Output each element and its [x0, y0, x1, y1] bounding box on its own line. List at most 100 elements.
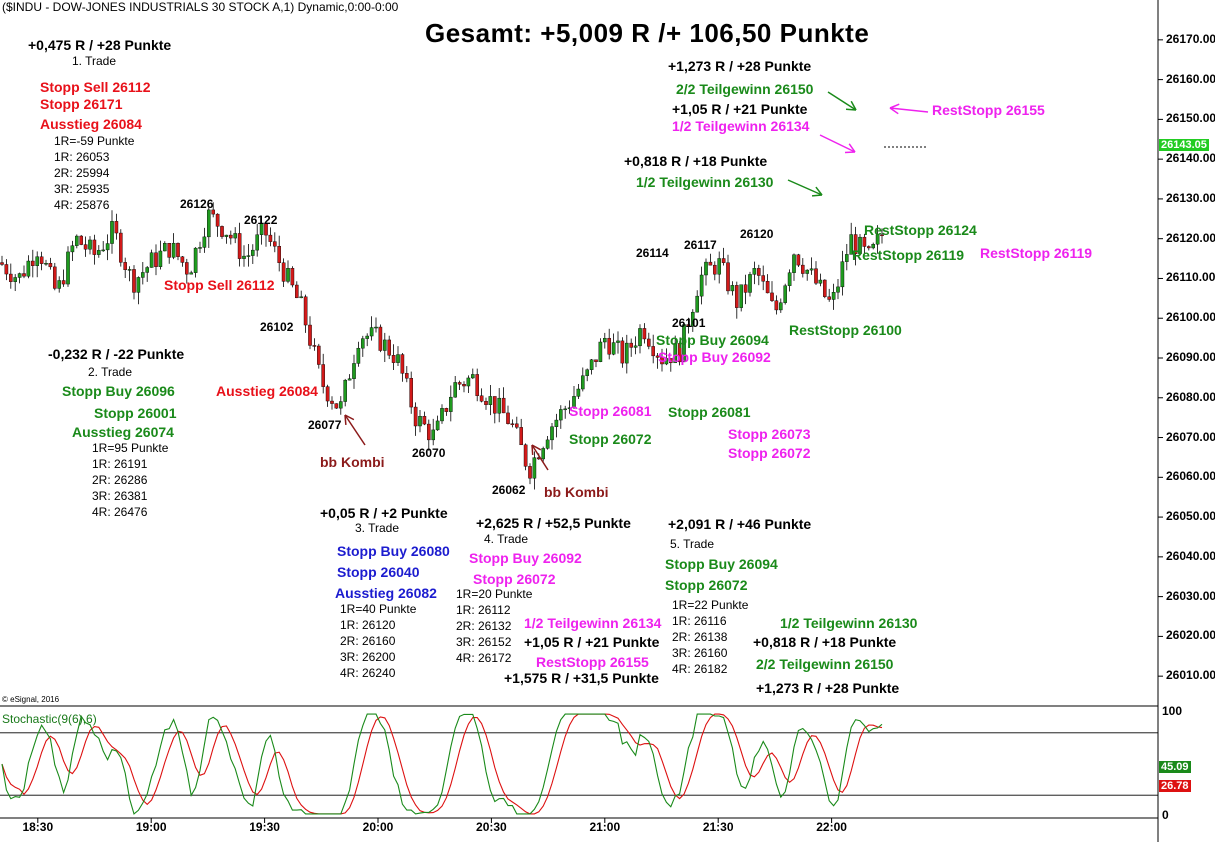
annotation-arrow: [344, 414, 366, 446]
trade-annotation: +0,818 R / +18 Punkte: [753, 634, 897, 650]
candle-body: [167, 243, 172, 258]
trade-annotation: Stopp 26081: [569, 403, 652, 419]
candle-body: [576, 388, 581, 397]
trade-annotation: Stopp 26072: [728, 445, 811, 461]
price-tick-label: 26030.00: [1166, 588, 1215, 603]
price-point-label: 26122: [244, 213, 278, 227]
stoch-d-badge: 26.78: [1159, 780, 1191, 793]
trade-annotation: RestStopp 26155: [536, 654, 649, 670]
candle-body: [70, 245, 75, 253]
trade-annotation: +1,05 R / +21 Punkte: [524, 634, 660, 650]
candle-body: [352, 363, 356, 379]
trade-annotation: RestStopp 26119: [980, 245, 1093, 261]
candle-body: [422, 416, 427, 425]
annotation-arrow: [827, 91, 857, 111]
trade-annotation: 3R: 26160: [672, 646, 728, 660]
trade-annotation: 4R: 26182: [672, 662, 728, 676]
candle-body: [774, 300, 779, 311]
candle-body: [162, 243, 167, 252]
price-tick-label: 26090.00: [1166, 350, 1215, 364]
trade-annotation: 5. Trade: [670, 537, 715, 551]
price-tick-label: 26010.00: [1166, 668, 1215, 683]
candle-body: [488, 396, 493, 405]
candle-body: [559, 409, 563, 421]
candle-body: [625, 342, 629, 364]
trade-annotation: RestStopp 26119: [852, 247, 965, 263]
trade-annotation: +0,475 R / +28 Punkte: [28, 37, 172, 53]
candle-body: [831, 292, 836, 300]
candle-body: [748, 274, 752, 293]
candle-body: [655, 355, 660, 358]
candle-body: [26, 260, 31, 277]
candle-body: [114, 221, 119, 234]
annotation-arrow: [787, 179, 823, 197]
candle-body: [96, 250, 101, 255]
price-point-label: 26070: [412, 446, 446, 460]
trade-annotation: 1R=-59 Punkte: [54, 134, 135, 148]
trade-annotation: 1R=22 Punkte: [672, 598, 749, 612]
candle-body: [312, 345, 317, 347]
trade-annotation: Stopp Buy 26092: [658, 349, 771, 365]
candle-body: [611, 342, 616, 355]
candle-body: [8, 273, 13, 282]
candle-body: [581, 375, 585, 390]
candle-body: [875, 234, 880, 245]
time-tick-label: 20:00: [362, 820, 394, 834]
candle-body: [193, 247, 198, 273]
trade-annotation: 2/2 Teilgewinn 26150: [756, 656, 894, 672]
candle-body: [123, 262, 127, 271]
candle-body: [752, 268, 757, 275]
candle-body: [440, 408, 444, 422]
trade-annotation: +1,273 R / +28 Punkte: [668, 58, 812, 74]
candle-body: [35, 256, 39, 266]
candle-body: [303, 296, 308, 326]
price-tick-label: 26110.00: [1166, 270, 1215, 285]
symbol-header: ($INDU - DOW-JONES INDUSTRIALS 30 STOCK …: [2, 0, 399, 14]
candle-body: [594, 359, 598, 362]
trade-annotation: +2,625 R / +52,5 Punkte: [476, 515, 631, 531]
candle-body: [673, 343, 677, 364]
stoch-tick-label: 0: [1162, 808, 1169, 822]
candle-body: [849, 234, 853, 255]
price-tick-label: 26100.00: [1166, 310, 1215, 325]
trade-annotation: Stopp Buy 26096: [62, 383, 175, 399]
candle-body: [127, 269, 132, 271]
trade-annotation: 3R: 26200: [340, 650, 396, 664]
candle-body: [493, 396, 497, 414]
candle-body: [818, 279, 823, 284]
annotation-arrow: [531, 444, 549, 471]
candle-body: [325, 386, 330, 402]
candle-body: [660, 357, 664, 365]
candle-body: [48, 263, 53, 268]
candle-body: [880, 234, 884, 237]
candle-body: [101, 249, 105, 252]
candle-body: [545, 439, 550, 449]
candle-body: [88, 239, 92, 250]
candle-body: [339, 401, 343, 409]
candle-body: [184, 262, 189, 275]
candle-body: [383, 339, 387, 351]
candle-body: [651, 346, 655, 357]
price-tick-label: 26070.00: [1166, 429, 1215, 444]
candle-body: [220, 226, 224, 237]
candle-body: [523, 444, 528, 467]
trade-annotation: 2R: 25994: [54, 166, 110, 180]
trade-annotation: +1,05 R / +21 Punkte: [672, 101, 808, 117]
candle-body: [132, 269, 136, 293]
trade-annotation: 2. Trade: [88, 365, 133, 379]
price-point-label: 26126: [180, 197, 214, 211]
candle-body: [686, 324, 691, 327]
trade-annotation: 2R: 26286: [92, 473, 148, 487]
candle-body: [110, 221, 114, 244]
candle-body: [607, 337, 611, 355]
candle-body: [743, 284, 748, 293]
price-point-label: 26077: [308, 418, 342, 432]
candle-body: [277, 246, 282, 263]
candle-body: [83, 244, 88, 250]
price-tick-label: 26160.00: [1166, 71, 1215, 86]
candle-body: [118, 232, 123, 263]
candles: [0, 202, 884, 490]
candle-body: [554, 419, 559, 427]
annotation-arrow: [819, 134, 856, 154]
candle-body: [669, 358, 673, 364]
